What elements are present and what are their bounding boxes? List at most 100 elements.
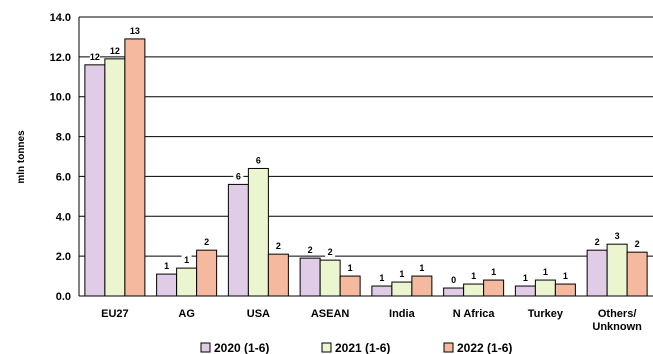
data-label-background: [129, 25, 140, 36]
bar: [339, 275, 361, 297]
data-label-background: [161, 261, 172, 272]
bar: [124, 38, 146, 297]
bar: [176, 267, 198, 297]
y-axis-label: mln tonnes: [16, 130, 27, 184]
data-label-background: [201, 237, 212, 248]
data-label: 1: [563, 271, 568, 281]
data-label-background: [632, 239, 643, 250]
y-tick-label: 10.0: [50, 92, 71, 104]
y-tick-label: 6.0: [56, 171, 71, 183]
legend-label: 2021 (1-6): [335, 341, 390, 354]
data-label-background: [396, 269, 407, 280]
bar: [299, 257, 321, 297]
x-tick-label: ASEAN: [311, 308, 350, 320]
data-label-background: [325, 247, 336, 258]
bar: [227, 183, 249, 297]
legend-swatch: [321, 342, 332, 353]
bar: [267, 253, 289, 297]
bar: [443, 287, 465, 297]
data-label-background: [253, 155, 264, 166]
data-label: 1: [419, 263, 424, 273]
bar: [586, 249, 608, 297]
data-label-background: [376, 273, 387, 284]
bar: [514, 285, 536, 297]
legend-swatch: [200, 342, 211, 353]
bar: [391, 281, 413, 297]
data-label: 1: [523, 273, 528, 283]
data-label: 2: [328, 247, 333, 257]
x-tick-label: AG: [178, 308, 195, 320]
data-label-background: [305, 245, 316, 256]
data-label: 1: [348, 263, 353, 273]
data-label: 1: [379, 273, 384, 283]
bar: [156, 273, 178, 297]
data-label: 1: [164, 261, 169, 271]
data-label-background: [468, 271, 479, 282]
data-label: 6: [256, 155, 261, 165]
legend: 2020 (1-6) 2021 (1-6) 2022 (1-6): [200, 341, 512, 354]
data-label-background: [488, 267, 499, 278]
y-tick-label: 12.0: [50, 52, 71, 64]
bar: [463, 283, 485, 297]
legend-label: 2020 (1-6): [214, 341, 269, 354]
data-label: 1: [399, 269, 404, 279]
x-tick-label: India: [389, 308, 416, 320]
data-label-background: [448, 275, 459, 286]
y-tick-label: 8.0: [56, 132, 71, 144]
data-label-background: [612, 231, 623, 242]
bar: [84, 64, 106, 297]
x-tick-label: N Africa: [453, 308, 496, 320]
bar: [104, 58, 126, 297]
bar: [371, 285, 393, 297]
data-label: 1: [471, 271, 476, 281]
bar: [319, 259, 341, 297]
data-label-background: [345, 263, 356, 274]
bar: [606, 243, 628, 297]
data-label-background: [592, 237, 603, 248]
x-tick-label: USA: [247, 308, 270, 320]
data-label: 3: [615, 231, 620, 241]
legend-swatch: [443, 342, 454, 353]
x-tick-label: Others/: [598, 308, 637, 320]
gridlines: [79, 16, 653, 257]
data-label-background: [560, 271, 571, 282]
data-label-background: [520, 273, 531, 284]
bar: [554, 283, 576, 297]
data-label: 2: [276, 241, 281, 251]
y-tick-label: 4.0: [56, 211, 71, 223]
data-label-background: [273, 241, 284, 252]
data-label: 6: [236, 171, 241, 181]
data-label: 1: [543, 267, 548, 277]
bar: [534, 279, 556, 297]
data-label-background: [233, 171, 244, 182]
data-label: 2: [595, 237, 600, 247]
y-tick-label: 2.0: [56, 251, 71, 263]
data-label: 1: [491, 267, 496, 277]
y-tick-label: 14.0: [50, 12, 71, 24]
axes: 0.0 2.0 4.0 6.0 8.0 10.0 12.0 14.0 EU27 AG USA ASEA…: [50, 12, 653, 333]
x-tick-label: Unknown: [592, 321, 642, 333]
data-label-background: [416, 263, 427, 274]
legend-label: 2022 (1-6): [457, 341, 512, 354]
data-label: 2: [308, 245, 313, 255]
bar: [483, 279, 505, 297]
x-tick-label: Turkey: [528, 308, 564, 320]
bar: [411, 275, 433, 297]
data-label: 0: [451, 275, 456, 285]
data-label: 2: [204, 237, 209, 247]
data-label: 2: [635, 239, 640, 249]
bar: [196, 249, 218, 297]
y-tick-label: 0.0: [56, 291, 71, 303]
bar: [626, 251, 648, 297]
data-label: 12: [90, 52, 100, 62]
data-label-background: [540, 267, 551, 278]
data-label-background: [109, 45, 120, 56]
x-tick-label: EU27: [101, 308, 129, 320]
data-label-background: [181, 255, 192, 266]
data-label: 13: [130, 26, 140, 36]
data-label-background: [89, 51, 100, 62]
data-label: 1: [184, 255, 189, 265]
data-label: 12: [110, 46, 120, 56]
